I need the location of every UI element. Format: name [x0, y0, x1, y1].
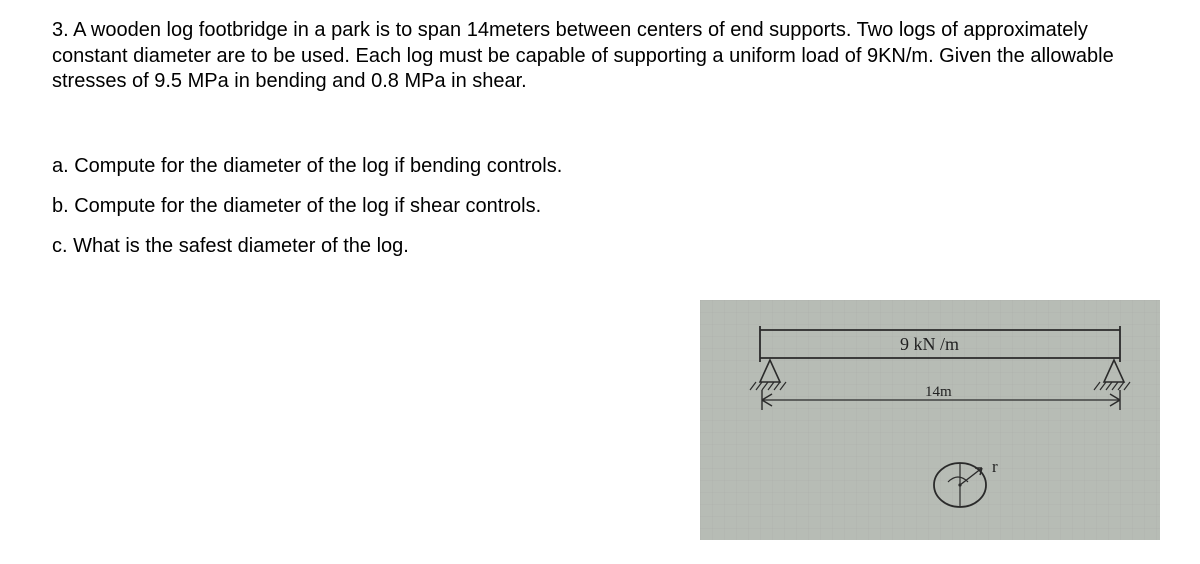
problem-statement: 3. A wooden log footbridge in a park is … [52, 18, 1132, 95]
beam-sketch: 9 kN /m 14m [700, 300, 1160, 540]
problem-number: 3. [52, 19, 69, 41]
right-support-icon [1104, 360, 1124, 382]
span-label: 14m [925, 384, 952, 400]
radius-line [960, 468, 982, 485]
questions-block: a. Compute for the diameter of the log i… [52, 148, 562, 268]
right-support-hatch [1094, 382, 1130, 390]
load-label: 9 kN /m [900, 334, 959, 354]
question-a: a. Compute for the diameter of the log i… [52, 148, 562, 184]
sketch-area: 9 kN /m 14m [700, 300, 1160, 540]
left-support-icon [760, 360, 780, 382]
left-support-hatch [750, 382, 786, 390]
question-c: c. What is the safest diameter of the lo… [52, 228, 562, 264]
question-b: b. Compute for the diameter of the log i… [52, 188, 562, 224]
radius-label: r [992, 457, 998, 476]
problem-text: A wooden log footbridge in a park is to … [52, 19, 1114, 92]
